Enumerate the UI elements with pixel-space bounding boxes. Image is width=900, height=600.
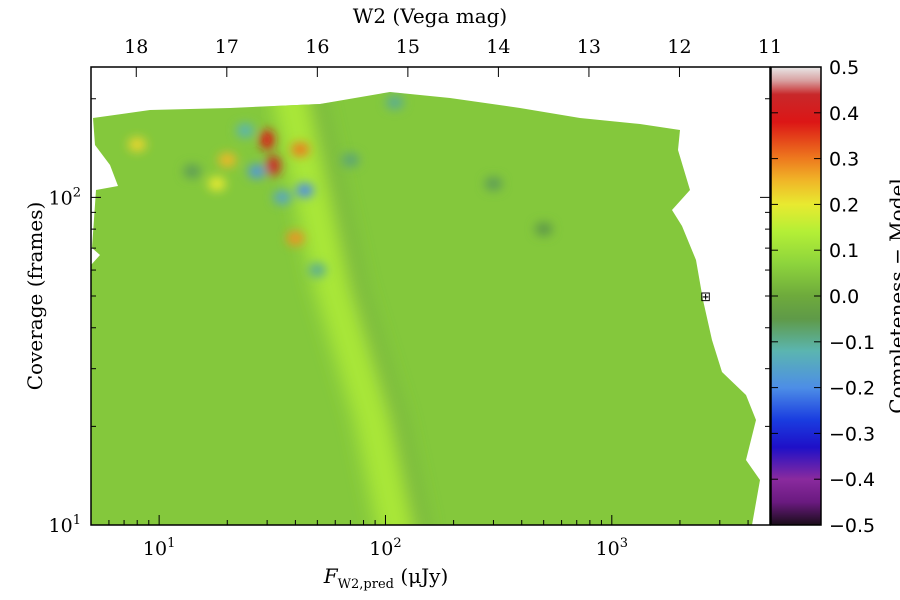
feature-2 [247,164,266,179]
feature-10 [128,137,147,152]
cb-tick-label: 0.3 [829,149,859,171]
feature-3 [236,123,255,138]
heatmap-features [128,95,553,278]
x-axis-title: FW2,pred (μJy) [323,564,449,592]
colorbar-title: Completeness − Model [885,178,900,414]
feature-14 [385,95,404,110]
cb-tick-label: −0.3 [829,423,875,445]
top-tick-label: 18 [124,36,148,58]
feature-11 [183,164,202,179]
top-tick-label: 13 [577,36,601,58]
feature-9 [308,263,327,278]
x-tick-label: 102 [369,536,401,560]
top-tick-label: 11 [758,36,782,58]
cb-tick-label: 0.4 [829,103,859,125]
feature-15 [484,176,503,191]
cb-tick-label: 0.1 [829,240,859,262]
cb-tick-label: 0.0 [829,286,859,308]
cb-tick-label: −0.2 [829,378,875,400]
feature-13 [341,153,360,167]
top-axis-title: W2 (Vega mag) [353,4,507,28]
heatmap-base [91,92,760,525]
y-tick-label: 102 [49,185,81,209]
feature-4 [273,190,292,205]
axis-ticks: 18 17 16 15 14 13 12 11 101 102 103 101 102 [49,36,783,560]
cb-tick-label: 0.5 [829,57,859,79]
feature-16 [534,222,553,237]
top-tick-label: 15 [396,36,420,58]
marker-symbol: ⊞ [700,290,711,305]
feature-5 [291,142,310,157]
feature-12 [207,176,226,191]
cb-tick-label: −0.1 [829,332,875,354]
colorbar-ticks: 0.5 0.4 0.3 0.2 0.1 0.0 −0.1 −0.2 −0.3 −0.4 −0.5 [771,57,875,537]
colorbar [770,66,822,526]
feature-8 [295,183,314,198]
y-axis-title: Coverage (frames) [23,202,47,391]
data-marker: ⊞ [700,290,711,305]
top-tick-label: 12 [667,36,691,58]
heatmap-field [91,92,760,525]
top-tick-label: 16 [305,36,329,58]
cb-tick-label: 0.2 [829,194,859,216]
x-tick-label: 103 [596,536,628,560]
cb-tick-label: −0.5 [829,515,875,537]
feature-7 [286,231,305,246]
top-tick-label: 17 [215,36,239,58]
x-tick-label: 101 [143,536,175,560]
cb-tick-label: −0.4 [829,469,875,491]
feature-0 [266,155,281,176]
feature-6 [218,153,237,167]
ridge-shadow [303,92,428,525]
ridge-band [265,92,422,525]
y-tick-label: 101 [49,513,81,537]
feature-1 [260,129,275,150]
top-tick-label: 14 [486,36,510,58]
heatmap-ridge [265,92,428,525]
